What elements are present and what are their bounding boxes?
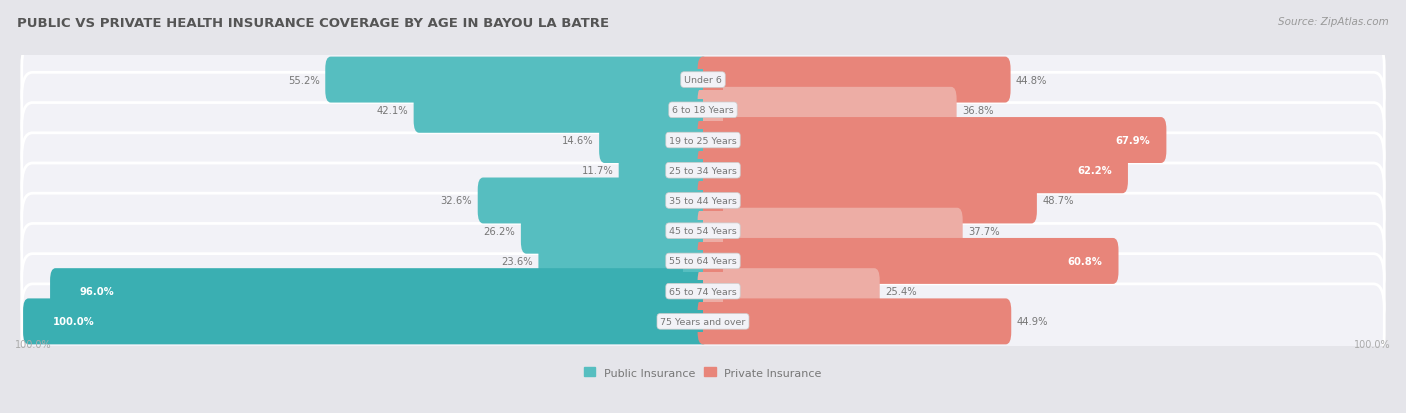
Text: 11.7%: 11.7% <box>582 166 613 176</box>
Bar <box>703 280 723 302</box>
Bar <box>703 220 723 242</box>
Bar <box>683 69 703 91</box>
FancyBboxPatch shape <box>697 118 1167 164</box>
FancyBboxPatch shape <box>21 133 1385 208</box>
Text: 100.0%: 100.0% <box>53 317 94 327</box>
Bar <box>683 311 703 332</box>
Bar <box>683 220 703 242</box>
Bar <box>703 250 723 272</box>
Bar <box>683 160 703 182</box>
Text: 6 to 18 Years: 6 to 18 Years <box>672 106 734 115</box>
FancyBboxPatch shape <box>538 238 709 284</box>
Text: 96.0%: 96.0% <box>80 287 114 297</box>
Bar <box>703 100 723 121</box>
Bar <box>683 250 703 272</box>
Bar <box>703 190 723 212</box>
Bar <box>683 100 703 121</box>
Text: 100.0%: 100.0% <box>1354 339 1391 349</box>
Text: 60.8%: 60.8% <box>1067 256 1102 266</box>
Text: 44.9%: 44.9% <box>1017 317 1047 327</box>
Bar <box>703 311 723 332</box>
Text: 23.6%: 23.6% <box>502 256 533 266</box>
Text: 100.0%: 100.0% <box>15 339 52 349</box>
Text: 65 to 74 Years: 65 to 74 Years <box>669 287 737 296</box>
Text: 44.8%: 44.8% <box>1017 76 1047 85</box>
Text: 42.1%: 42.1% <box>377 106 408 116</box>
Bar <box>683 280 703 302</box>
Text: 37.7%: 37.7% <box>969 226 1000 236</box>
FancyBboxPatch shape <box>51 268 709 314</box>
FancyBboxPatch shape <box>697 88 956 133</box>
FancyBboxPatch shape <box>21 224 1385 299</box>
Bar <box>703 160 723 182</box>
FancyBboxPatch shape <box>22 299 709 344</box>
Text: 36.8%: 36.8% <box>962 106 994 116</box>
FancyBboxPatch shape <box>478 178 709 224</box>
FancyBboxPatch shape <box>697 268 880 314</box>
Text: 32.6%: 32.6% <box>440 196 472 206</box>
Bar <box>683 190 703 212</box>
Text: 55.2%: 55.2% <box>288 76 321 85</box>
FancyBboxPatch shape <box>21 103 1385 178</box>
Bar <box>703 130 723 152</box>
Text: Source: ZipAtlas.com: Source: ZipAtlas.com <box>1278 17 1389 26</box>
FancyBboxPatch shape <box>697 299 1011 344</box>
FancyBboxPatch shape <box>697 238 1119 284</box>
Bar <box>703 69 723 91</box>
Text: 67.9%: 67.9% <box>1115 136 1150 146</box>
FancyBboxPatch shape <box>619 148 709 194</box>
Text: 75 Years and over: 75 Years and over <box>661 317 745 326</box>
Text: Under 6: Under 6 <box>685 76 721 85</box>
FancyBboxPatch shape <box>697 148 1128 194</box>
FancyBboxPatch shape <box>413 88 709 133</box>
Bar <box>683 130 703 152</box>
Text: PUBLIC VS PRIVATE HEALTH INSURANCE COVERAGE BY AGE IN BAYOU LA BATRE: PUBLIC VS PRIVATE HEALTH INSURANCE COVER… <box>17 17 609 29</box>
Text: 25 to 34 Years: 25 to 34 Years <box>669 166 737 176</box>
Text: 19 to 25 Years: 19 to 25 Years <box>669 136 737 145</box>
Text: 62.2%: 62.2% <box>1077 166 1112 176</box>
Text: 55 to 64 Years: 55 to 64 Years <box>669 257 737 266</box>
FancyBboxPatch shape <box>599 118 709 164</box>
Text: 26.2%: 26.2% <box>484 226 516 236</box>
Text: 45 to 54 Years: 45 to 54 Years <box>669 227 737 236</box>
FancyBboxPatch shape <box>520 208 709 254</box>
FancyBboxPatch shape <box>325 57 709 103</box>
Text: 48.7%: 48.7% <box>1042 196 1074 206</box>
Legend: Public Insurance, Private Insurance: Public Insurance, Private Insurance <box>583 368 823 378</box>
Text: 14.6%: 14.6% <box>562 136 593 146</box>
FancyBboxPatch shape <box>21 164 1385 238</box>
FancyBboxPatch shape <box>21 254 1385 329</box>
FancyBboxPatch shape <box>21 73 1385 148</box>
FancyBboxPatch shape <box>21 284 1385 359</box>
Text: 25.4%: 25.4% <box>886 287 917 297</box>
FancyBboxPatch shape <box>697 178 1036 224</box>
FancyBboxPatch shape <box>21 43 1385 118</box>
FancyBboxPatch shape <box>21 194 1385 268</box>
Text: 35 to 44 Years: 35 to 44 Years <box>669 197 737 206</box>
FancyBboxPatch shape <box>697 208 963 254</box>
FancyBboxPatch shape <box>697 57 1011 103</box>
